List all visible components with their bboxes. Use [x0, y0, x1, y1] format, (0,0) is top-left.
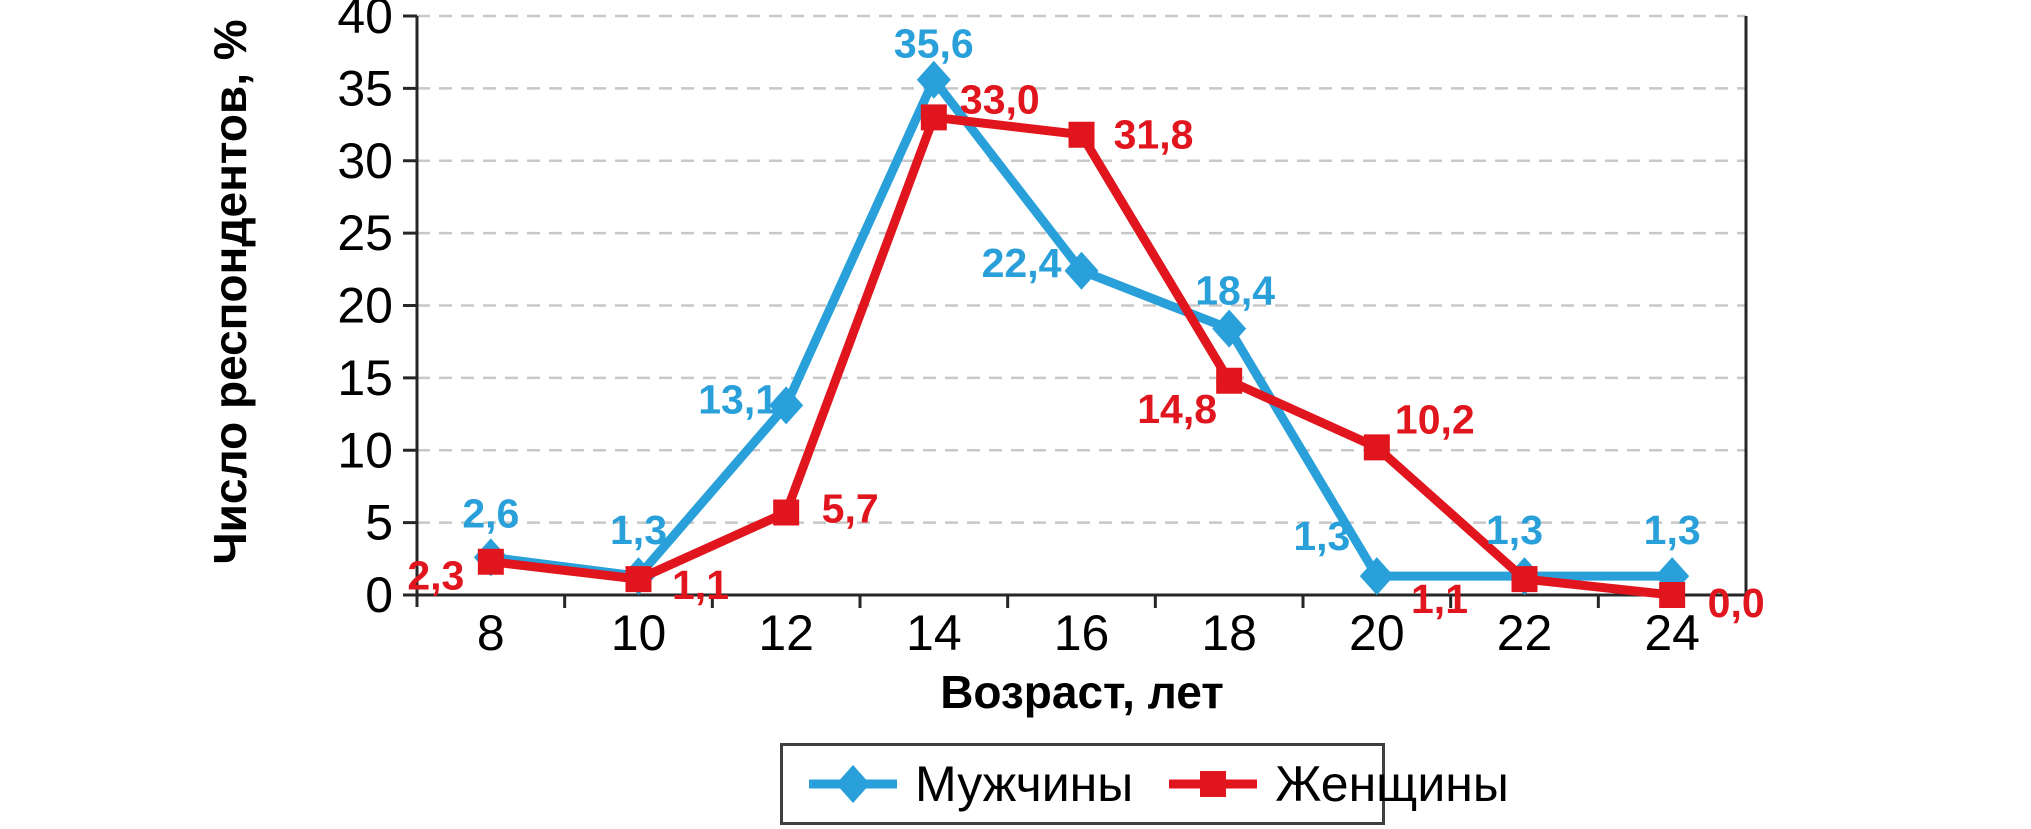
- square-marker: [1363, 434, 1390, 461]
- x-axis-title: Возраст, лет: [940, 666, 1224, 718]
- data-point-label: 2,6: [462, 490, 519, 536]
- y-tick-label: 15: [337, 350, 393, 406]
- data-point-label: 1,3: [1293, 513, 1350, 559]
- data-point-label: 18,4: [1195, 268, 1275, 314]
- y-tick-label: 40: [337, 0, 393, 44]
- y-tick-label: 20: [337, 278, 393, 334]
- data-point-label: 22,4: [982, 240, 1062, 286]
- legend-item-men: Мужчины: [807, 755, 1133, 813]
- data-point-label: 10,2: [1395, 396, 1475, 442]
- data-point-label: 2,3: [407, 553, 464, 599]
- data-point-label: 14,8: [1137, 386, 1217, 432]
- data-point-label: 35,6: [894, 21, 974, 67]
- x-tick-label: 20: [1349, 605, 1405, 661]
- diamond-marker: [1359, 557, 1394, 596]
- data-point-label: 13,1: [698, 376, 778, 422]
- data-point-label: 1,3: [610, 507, 667, 553]
- data-point-labels: 2,6 1,3 13,1 35,6 22,4 18,4 1,3 1,3 1,3 2,3 1,1 5,7…: [407, 21, 1764, 626]
- square-marker: [1068, 121, 1095, 148]
- square-marker: [1511, 566, 1538, 593]
- data-point-label: 1,3: [1644, 507, 1701, 553]
- gridlines: [417, 14, 1746, 524]
- square-marker: [773, 499, 800, 526]
- x-tick-label: 18: [1201, 605, 1257, 661]
- legend-square: [1200, 771, 1227, 797]
- x-tick-label: 24: [1644, 605, 1700, 661]
- series-layer: [473, 60, 1690, 608]
- y-tick-label: 0: [365, 567, 393, 623]
- y-tick-labels: 0 5 10 15 20 25 30 35 40: [337, 0, 393, 623]
- legend-item-women: Женщины: [1167, 755, 1509, 813]
- diamond-marker: [916, 60, 951, 99]
- x-tick-label: 10: [611, 605, 667, 661]
- x-tick-label: 14: [906, 605, 962, 661]
- y-tick-label: 35: [337, 60, 393, 116]
- x-tick-label: 22: [1497, 605, 1553, 661]
- square-marker: [625, 566, 652, 593]
- legend-label-men: Мужчины: [915, 756, 1134, 812]
- legend: Мужчины Женщины: [780, 743, 1509, 825]
- women-series-marker-icon: [1169, 771, 1258, 797]
- data-point-label: 31,8: [1114, 112, 1194, 158]
- men-series-marker-icon: [809, 765, 897, 803]
- diamond-marker: [769, 386, 804, 425]
- legend-diamond: [836, 765, 870, 803]
- x-tick-label: 16: [1054, 605, 1110, 661]
- legend-label-women: Женщины: [1275, 756, 1509, 812]
- series-line-men: [490, 71, 1673, 581]
- data-point-label: 1,1: [672, 562, 729, 608]
- data-point-label: 33,0: [960, 76, 1040, 122]
- square-marker: [477, 548, 504, 575]
- y-tick-label: 5: [365, 495, 393, 551]
- data-point-label: 0,0: [1708, 580, 1765, 626]
- x-tick-labels: 8 10 12 14 16 18 20 22 24: [477, 605, 1700, 661]
- square-marker: [1216, 367, 1243, 394]
- data-point-label: 1,1: [1411, 576, 1468, 622]
- diamond-marker: [1064, 251, 1099, 290]
- data-point-label: 5,7: [822, 485, 879, 531]
- y-tick-label: 10: [337, 422, 393, 478]
- diamond-marker: [1212, 309, 1247, 348]
- axes: [403, 14, 1748, 608]
- y-tick-label: 30: [337, 133, 393, 189]
- x-tick-label: 8: [477, 605, 505, 661]
- y-axis-title: Число респондентов, %: [204, 19, 256, 564]
- square-marker: [1659, 582, 1686, 608]
- x-tick-label: 12: [758, 605, 814, 661]
- data-point-label: 1,3: [1486, 507, 1543, 553]
- y-tick-label: 25: [337, 205, 393, 261]
- square-marker: [920, 104, 947, 131]
